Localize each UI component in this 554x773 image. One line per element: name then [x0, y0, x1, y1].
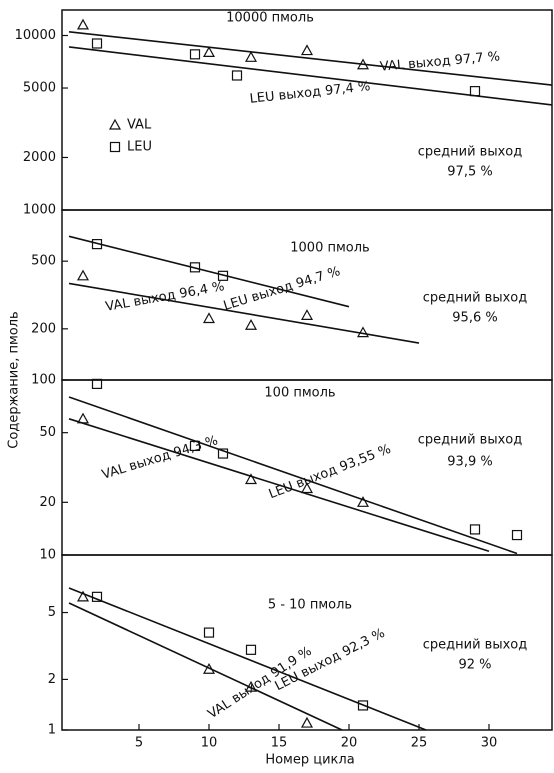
y-tick-label: 1: [48, 723, 56, 738]
marker-triangle: [300, 716, 314, 728]
fit-line: [68, 396, 518, 555]
fit-line: [68, 31, 553, 86]
marker-triangle: [244, 318, 258, 330]
y-tick-label: 5000: [23, 81, 56, 96]
x-tick-label: 20: [341, 736, 358, 751]
y-tick-label: 10000: [15, 28, 56, 43]
marker-triangle: [76, 269, 90, 281]
marker-square: [231, 70, 243, 81]
marker-square: [91, 591, 103, 602]
marker-triangle: [356, 58, 370, 70]
marker-triangle: [356, 326, 370, 338]
y-tick-label: 500: [31, 254, 56, 269]
marker-square: [217, 448, 229, 459]
legend-label: LEU: [127, 140, 152, 155]
marker-square: [469, 86, 481, 97]
fit-line: [68, 282, 420, 344]
marker-triangle: [300, 482, 314, 494]
marker-square: [511, 529, 523, 541]
fit-line: [68, 418, 490, 553]
annotation: VAL выход 97,7 %: [379, 49, 500, 74]
annotation: средний выход: [418, 145, 522, 160]
marker-square: [189, 49, 201, 60]
y-tick-label: 2000: [23, 150, 56, 165]
marker-triangle: [76, 18, 90, 30]
marker-triangle: [300, 309, 314, 320]
marker-square: [217, 270, 229, 281]
marker-square: [91, 239, 103, 250]
legend-label: VAL: [127, 118, 152, 133]
y-tick-label: 2: [48, 672, 56, 687]
marker-triangle: [300, 44, 314, 56]
marker-triangle: [244, 51, 258, 62]
y-tick-label: 100: [31, 373, 56, 388]
annotation: VAL выход 94,3 %: [100, 433, 220, 483]
annotation: 92 %: [458, 658, 491, 673]
x-tick-label: 10: [201, 736, 218, 751]
y-tick-label: 20: [39, 495, 56, 510]
annotation: средний выход: [423, 291, 527, 306]
fit-line: [68, 235, 350, 308]
legend-marker: [109, 141, 121, 153]
panel-frame: [61, 554, 553, 731]
annotation: 1000 пмоль: [290, 241, 369, 256]
marker-triangle: [202, 46, 216, 58]
legend-marker: [108, 118, 122, 130]
annotation: 97,5 %: [447, 165, 492, 180]
y-tick-label: 10: [39, 548, 56, 563]
x-tick-label: 25: [411, 736, 428, 751]
y-axis-label: Содержание, пмоль: [7, 311, 22, 448]
annotation: 95,6 %: [452, 311, 497, 326]
annotation: 10000 пмоль: [226, 11, 314, 26]
marker-triangle: [202, 662, 216, 674]
annotation: LEU выход 94,7 %: [222, 264, 342, 314]
annotation: 93,9 %: [447, 455, 492, 470]
annotation: средний выход: [418, 433, 522, 448]
marker-triangle: [76, 590, 90, 602]
fit-line: [68, 602, 343, 731]
marker-triangle: [244, 473, 258, 485]
marker-square: [91, 378, 103, 389]
y-tick-label: 200: [31, 321, 56, 336]
y-tick-label: 5: [48, 605, 56, 620]
marker-square: [203, 627, 215, 638]
annotation: 5 - 10 пмоль: [268, 598, 352, 613]
fit-line: [68, 587, 427, 731]
annotation: 100 пмоль: [264, 386, 335, 401]
marker-triangle: [202, 312, 216, 324]
marker-triangle: [244, 680, 258, 692]
marker-square: [189, 440, 201, 452]
y-tick-label: 50: [39, 425, 56, 440]
annotation: средний выход: [423, 638, 527, 653]
marker-triangle: [356, 496, 370, 507]
marker-square: [91, 38, 103, 49]
marker-triangle: [76, 412, 90, 424]
x-tick-label: 30: [481, 736, 498, 751]
annotation: LEU выход 97,4 %: [249, 79, 371, 107]
annotation: VAL выход 96,4 %: [104, 279, 225, 315]
y-tick-label: 1000: [23, 203, 56, 218]
marker-square: [469, 524, 481, 535]
marker-square: [245, 644, 257, 655]
marker-square: [357, 700, 369, 711]
x-axis-label: Номер цикла: [265, 753, 354, 768]
panel-frame: [61, 9, 553, 211]
x-tick-label: 15: [271, 736, 288, 751]
x-tick-label: 5: [135, 736, 143, 751]
marker-square: [189, 262, 201, 273]
